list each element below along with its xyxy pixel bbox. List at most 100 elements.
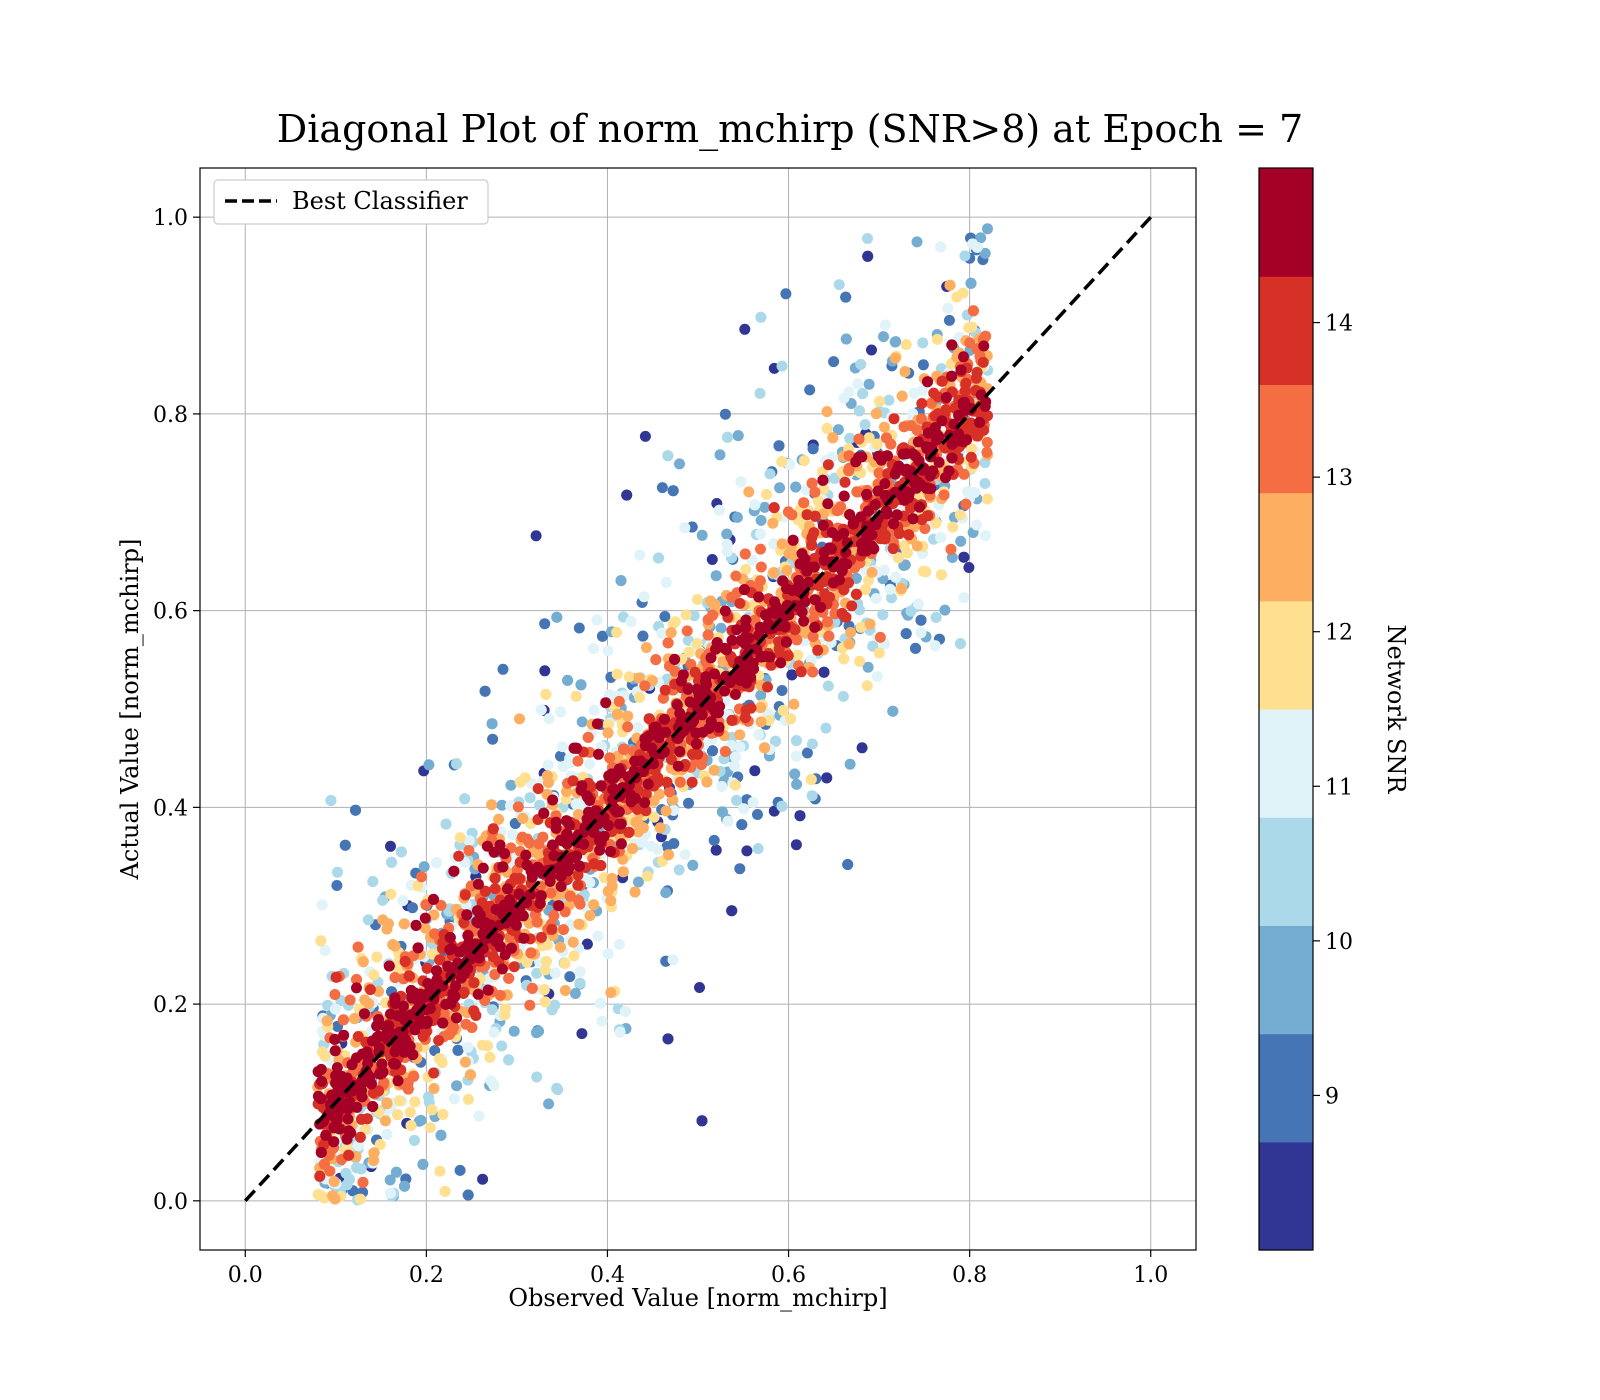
scatter-point <box>719 746 731 757</box>
scatter-point <box>573 918 585 930</box>
scatter-point <box>982 223 993 235</box>
scatter-point <box>721 644 733 656</box>
scatter-point <box>971 241 983 253</box>
scatter-point <box>359 1123 371 1135</box>
scatter-point <box>409 1096 421 1108</box>
scatter-point <box>619 1005 631 1017</box>
scatter-point <box>837 690 849 702</box>
scatter-point <box>840 291 852 303</box>
scatter-point <box>386 856 397 868</box>
scatter-point <box>342 1113 354 1125</box>
scatter-point <box>462 930 474 942</box>
scatter-point <box>358 1008 370 1020</box>
scatter-point <box>639 680 651 692</box>
scatter-point <box>887 543 899 555</box>
scatter-point <box>399 956 411 967</box>
scatter-point <box>965 417 977 429</box>
scatter-point <box>908 387 920 399</box>
scatter-point <box>971 430 983 442</box>
scatter-point <box>595 860 607 871</box>
scatter-point <box>710 570 722 582</box>
scatter-point <box>605 987 617 999</box>
scatter-point <box>343 1149 355 1161</box>
scatter-point <box>315 935 327 947</box>
scatter-point <box>709 599 721 611</box>
scatter-point <box>390 1066 402 1078</box>
scatter-point <box>462 1189 474 1201</box>
scatter-point <box>591 614 603 626</box>
scatter-point <box>824 542 836 554</box>
scatter-point <box>508 961 520 973</box>
scatter-point <box>593 748 604 760</box>
scatter-point <box>774 648 786 660</box>
scatter-point <box>639 797 651 809</box>
scatter-point <box>862 233 873 244</box>
scatter-point <box>517 812 529 824</box>
scatter-point <box>613 938 625 950</box>
scatter-point <box>602 727 614 739</box>
scatter-point <box>357 956 369 968</box>
scatter-point <box>916 385 928 396</box>
scatter-point <box>980 330 992 342</box>
scatter-point <box>555 870 567 882</box>
scatter-point <box>674 458 685 470</box>
scatter-point <box>392 1075 404 1087</box>
scatter-point <box>439 1185 451 1197</box>
scatter-point <box>730 751 741 763</box>
scatter-point <box>773 440 785 452</box>
scatter-point <box>781 565 793 576</box>
scatter-point <box>714 449 726 461</box>
scatter-point <box>407 902 418 914</box>
scatter-point <box>820 722 832 734</box>
scatter-point <box>774 482 786 494</box>
scatter-point <box>494 839 506 851</box>
scatter-point <box>870 408 882 420</box>
scatter-point <box>385 1187 396 1199</box>
scatter-point <box>785 713 796 725</box>
scatter-point <box>979 530 991 542</box>
scatter-point <box>938 489 950 501</box>
scatter-point <box>964 337 976 349</box>
scatter-point <box>544 876 556 887</box>
scatter-point <box>431 857 442 869</box>
scatter-point <box>708 834 720 846</box>
scatter-point <box>602 948 614 960</box>
scatter-point <box>930 611 942 623</box>
scatter-point <box>862 661 874 673</box>
scatter-point <box>755 716 767 728</box>
scatter-point <box>417 1158 429 1170</box>
scatter-point <box>555 881 567 892</box>
scatter-point <box>838 490 850 502</box>
scatter-point <box>792 649 804 661</box>
scatter-point <box>452 1044 464 1056</box>
scatter-point <box>951 291 963 303</box>
scatter-point <box>551 611 563 623</box>
scatter-point <box>578 838 590 850</box>
scatter-point <box>552 1084 564 1096</box>
scatter-point <box>395 1010 407 1022</box>
scatter-point <box>721 546 733 557</box>
scatter-point <box>839 476 851 488</box>
scatter-point <box>789 624 801 636</box>
scatter-point <box>958 592 970 604</box>
scatter-point <box>719 685 731 697</box>
scatter-point <box>389 940 401 952</box>
scatter-point <box>895 583 907 594</box>
scatter-point <box>459 793 471 805</box>
scatter-point <box>339 839 351 851</box>
scatter-point <box>694 982 705 993</box>
scatter-point <box>352 1031 364 1042</box>
scatter-point <box>555 706 566 718</box>
scatter-point <box>731 794 742 806</box>
scatter-point <box>489 883 501 895</box>
scatter-point <box>726 591 738 603</box>
scatter-point <box>795 666 807 678</box>
scatter-point <box>768 502 780 514</box>
scatter-point <box>740 614 752 626</box>
scatter-point <box>574 898 586 910</box>
scatter-point <box>316 899 328 911</box>
scatter-point <box>561 786 572 797</box>
scatter-point <box>790 481 802 493</box>
scatter-point <box>958 551 970 563</box>
scatter-point <box>662 637 674 649</box>
